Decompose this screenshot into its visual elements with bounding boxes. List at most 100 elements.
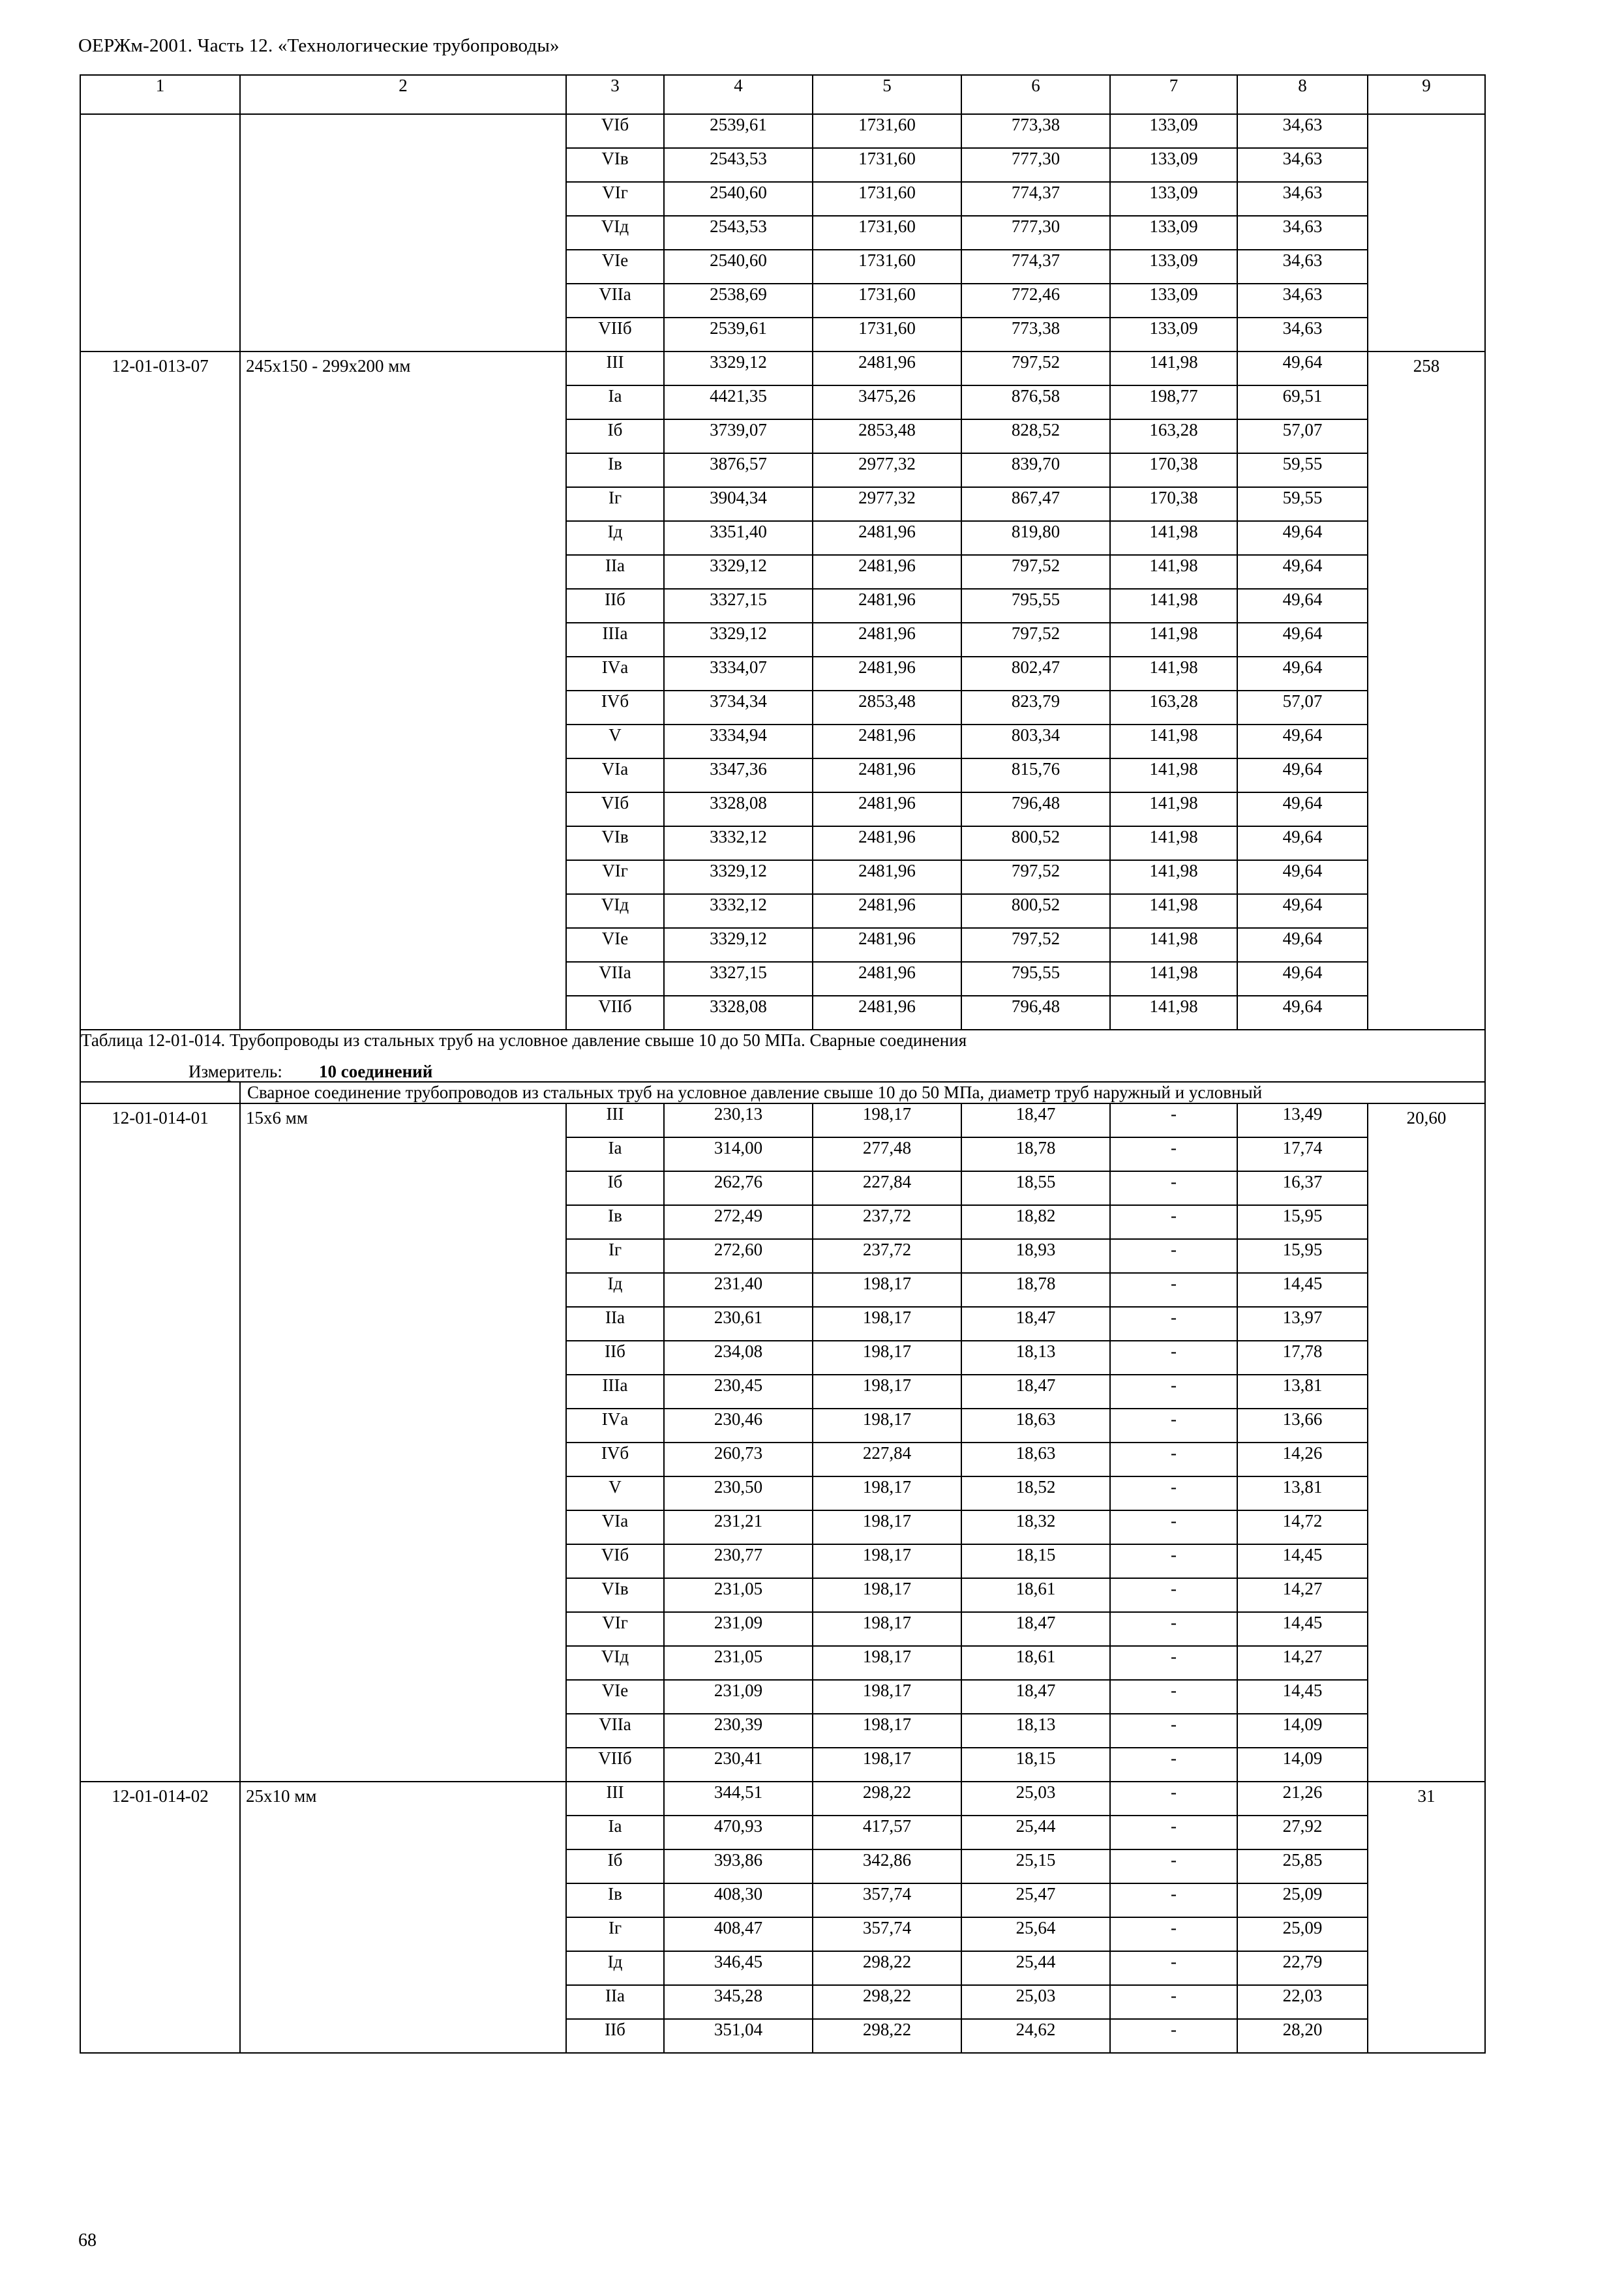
value-col6: 800,52 [961, 893, 1111, 929]
table-row: Iб 262,76 227,84 18,55-16,37 [80, 1170, 1485, 1206]
value-col6: 18,13 [961, 1713, 1111, 1748]
table-row: IIб 3327,15 2481,96 795,55 141,98 49,64 [80, 588, 1485, 623]
value-col4: 231,40 [663, 1272, 813, 1308]
category-cell: IVб [565, 690, 665, 725]
category-cell: Iа [565, 1136, 665, 1172]
value-col6: 797,52 [961, 351, 1111, 386]
value-col8: 59,55 [1237, 453, 1368, 488]
value-col8: 22,03 [1237, 1984, 1368, 2020]
value-col4: 3332,12 [663, 893, 813, 929]
table-row: IIа 345,28 298,22 25,03-22,03 [80, 1984, 1485, 2020]
category-cell: VIIа [565, 1713, 665, 1748]
value-col8: 14,45 [1237, 1679, 1368, 1714]
value-col7: 141,98 [1109, 622, 1238, 657]
value-col9 [1367, 113, 1486, 352]
value-col5: 1731,60 [812, 181, 962, 217]
value-col6: 18,15 [961, 1543, 1111, 1579]
value-col6: 777,30 [961, 147, 1111, 183]
value-col5: 298,22 [812, 1950, 962, 1986]
value-col8: 49,64 [1237, 351, 1368, 386]
value-col7: 198,77 [1109, 385, 1238, 420]
value-col7: 141,98 [1109, 961, 1238, 996]
value-col7: 170,38 [1109, 453, 1238, 488]
value-col8: 49,64 [1237, 995, 1368, 1030]
value-col8: 49,64 [1237, 622, 1368, 657]
category-cell: VIе [565, 1679, 665, 1714]
value-col4: 346,45 [663, 1950, 813, 1986]
value-col5: 227,84 [812, 1170, 962, 1206]
value-col4: 262,76 [663, 1170, 813, 1206]
value-col4: 3347,36 [663, 758, 813, 793]
column-number-2: 2 [239, 74, 567, 115]
resource-code-cell [80, 113, 241, 352]
value-col6: 796,48 [961, 792, 1111, 827]
category-cell: VIг [565, 860, 665, 895]
value-col5: 1731,60 [812, 215, 962, 250]
category-cell: IIа [565, 1984, 665, 2020]
value-col7: 141,98 [1109, 860, 1238, 895]
value-col8: 13,81 [1237, 1475, 1368, 1511]
table-row: IVб 260,73 227,84 18,63-14,26 [80, 1441, 1485, 1477]
category-cell: IIб [565, 1339, 665, 1375]
value-col7: - [1109, 1441, 1238, 1477]
table-row: VIг 3329,12 2481,96 797,52 141,98 49,64 [80, 860, 1485, 895]
value-col5: 198,17 [812, 1102, 962, 1138]
value-col9: 258 [1367, 351, 1486, 1030]
value-col4: 234,08 [663, 1339, 813, 1375]
value-col7: - [1109, 1984, 1238, 2020]
value-col5: 2481,96 [812, 724, 962, 759]
category-cell: Iа [565, 385, 665, 420]
value-col4: 230,61 [663, 1306, 813, 1341]
value-col6: 797,52 [961, 622, 1111, 657]
table-row: Iв 3876,57 2977,32 839,70 170,38 59,55 [80, 453, 1485, 488]
section-description-text: Сварное соединение трубопроводов из стал… [247, 1083, 1263, 1103]
value-col6: 795,55 [961, 588, 1111, 623]
table-body: 1 2 3 4 5 6 7 8 9 VIб 2539,61 1731,60 773,38 133,09 34… [80, 74, 1486, 2054]
value-col5: 2481,96 [812, 588, 962, 623]
value-col4: 314,00 [663, 1136, 813, 1172]
value-col5: 198,17 [812, 1611, 962, 1647]
value-col8: 57,07 [1237, 690, 1368, 725]
value-col6: 774,37 [961, 181, 1111, 217]
category-cell: VIIб [565, 995, 665, 1030]
value-col7: - [1109, 1679, 1238, 1714]
value-col6: 25,15 [961, 1848, 1111, 1884]
value-col8: 49,64 [1237, 758, 1368, 793]
value-col6: 18,47 [961, 1611, 1111, 1647]
value-col6: 773,38 [961, 113, 1111, 149]
value-col6: 18,61 [961, 1577, 1111, 1613]
value-col6: 795,55 [961, 961, 1111, 996]
value-col8: 27,92 [1237, 1814, 1368, 1850]
value-col4: 231,05 [663, 1577, 813, 1613]
value-col5: 198,17 [812, 1679, 962, 1714]
value-col7: - [1109, 1645, 1238, 1681]
table-row: VIIа 230,39 198,17 18,13-14,09 [80, 1713, 1485, 1748]
value-col8: 34,63 [1237, 283, 1368, 318]
value-col7: - [1109, 1339, 1238, 1375]
value-col5: 2481,96 [812, 927, 962, 963]
value-col4: 3328,08 [663, 792, 813, 827]
category-cell: IIб [565, 2018, 665, 2054]
value-col4: 470,93 [663, 1814, 813, 1850]
column-number-7: 7 [1109, 74, 1238, 115]
value-col4: 3334,07 [663, 656, 813, 691]
value-col4: 3876,57 [663, 453, 813, 488]
category-cell: Iд [565, 1272, 665, 1308]
value-col6: 802,47 [961, 656, 1111, 691]
section-title-row: Таблица 12-01-014. Трубопроводы из сталь… [80, 1028, 1486, 1083]
value-col4: 2543,53 [663, 215, 813, 250]
value-col4: 272,49 [663, 1204, 813, 1240]
category-cell: VIа [565, 758, 665, 793]
category-cell: Iв [565, 453, 665, 488]
value-col6: 800,52 [961, 826, 1111, 861]
value-col7: 133,09 [1109, 283, 1238, 318]
value-col5: 237,72 [812, 1238, 962, 1274]
value-col6: 18,13 [961, 1339, 1111, 1375]
table-row: VIб 2539,61 1731,60 773,38 133,09 34,63 [80, 113, 1486, 352]
value-col4: 230,45 [663, 1373, 813, 1409]
value-col5: 198,17 [812, 1577, 962, 1613]
table-row: VIд 2543,53 1731,60 777,30 133,09 34,63 [80, 215, 1485, 250]
value-col7: - [1109, 1916, 1238, 1952]
column-number-9: 9 [1367, 74, 1486, 115]
value-col6: 772,46 [961, 283, 1111, 318]
